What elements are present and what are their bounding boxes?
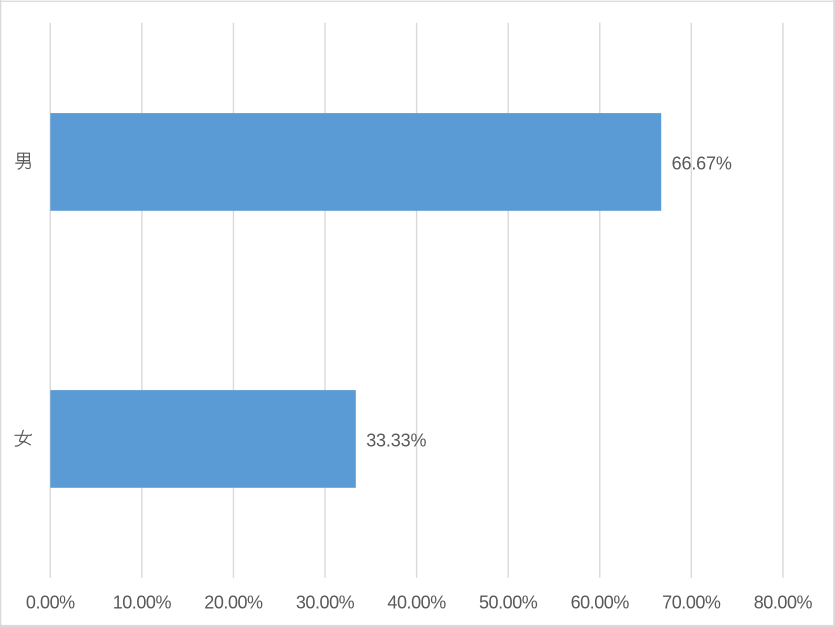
svg-text:66.67%: 66.67%: [672, 154, 732, 174]
svg-text:40.00%: 40.00%: [387, 593, 446, 613]
svg-text:80.00%: 80.00%: [754, 593, 813, 613]
svg-text:50.00%: 50.00%: [479, 593, 538, 613]
svg-text:20.00%: 20.00%: [204, 593, 263, 613]
svg-text:10.00%: 10.00%: [113, 593, 172, 613]
svg-text:0.00%: 0.00%: [26, 593, 75, 613]
svg-text:70.00%: 70.00%: [662, 593, 721, 613]
svg-text:60.00%: 60.00%: [571, 593, 630, 613]
svg-text:33.33%: 33.33%: [366, 430, 426, 450]
svg-text:30.00%: 30.00%: [296, 593, 355, 613]
